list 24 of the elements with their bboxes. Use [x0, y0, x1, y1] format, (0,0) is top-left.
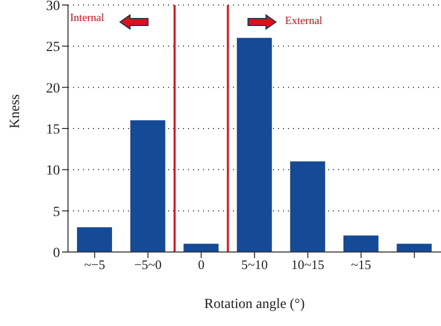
annotation: Internal: [70, 12, 104, 24]
y-axis-title: Kness: [8, 94, 23, 128]
y-tick-label: 15: [46, 122, 60, 138]
x-tick-label: −5~0: [134, 257, 162, 272]
y-tick-label: 20: [46, 81, 60, 96]
bar: [130, 120, 166, 252]
bar: [343, 236, 378, 252]
bar: [396, 244, 432, 252]
x-tick-label: 5~10: [241, 257, 268, 272]
y-tick-label: 30: [46, 0, 60, 14]
bar: [236, 38, 272, 252]
x-tick-label: ~15: [351, 257, 372, 272]
x-tick-label: 0: [198, 257, 204, 272]
y-tick-label: 10: [46, 164, 60, 179]
y-tick-label: 5: [53, 204, 60, 220]
y-tick-label: 0: [53, 246, 60, 261]
bar: [77, 227, 112, 252]
x-tick-label: ~−5: [84, 257, 106, 272]
y-tick-label: 25: [46, 40, 60, 56]
annotation: External: [285, 15, 322, 27]
bar: [290, 161, 326, 252]
x-tick-label: 10~15: [291, 257, 324, 272]
x-axis-title: Rotation angle (°): [204, 297, 306, 312]
bar: [184, 244, 219, 252]
